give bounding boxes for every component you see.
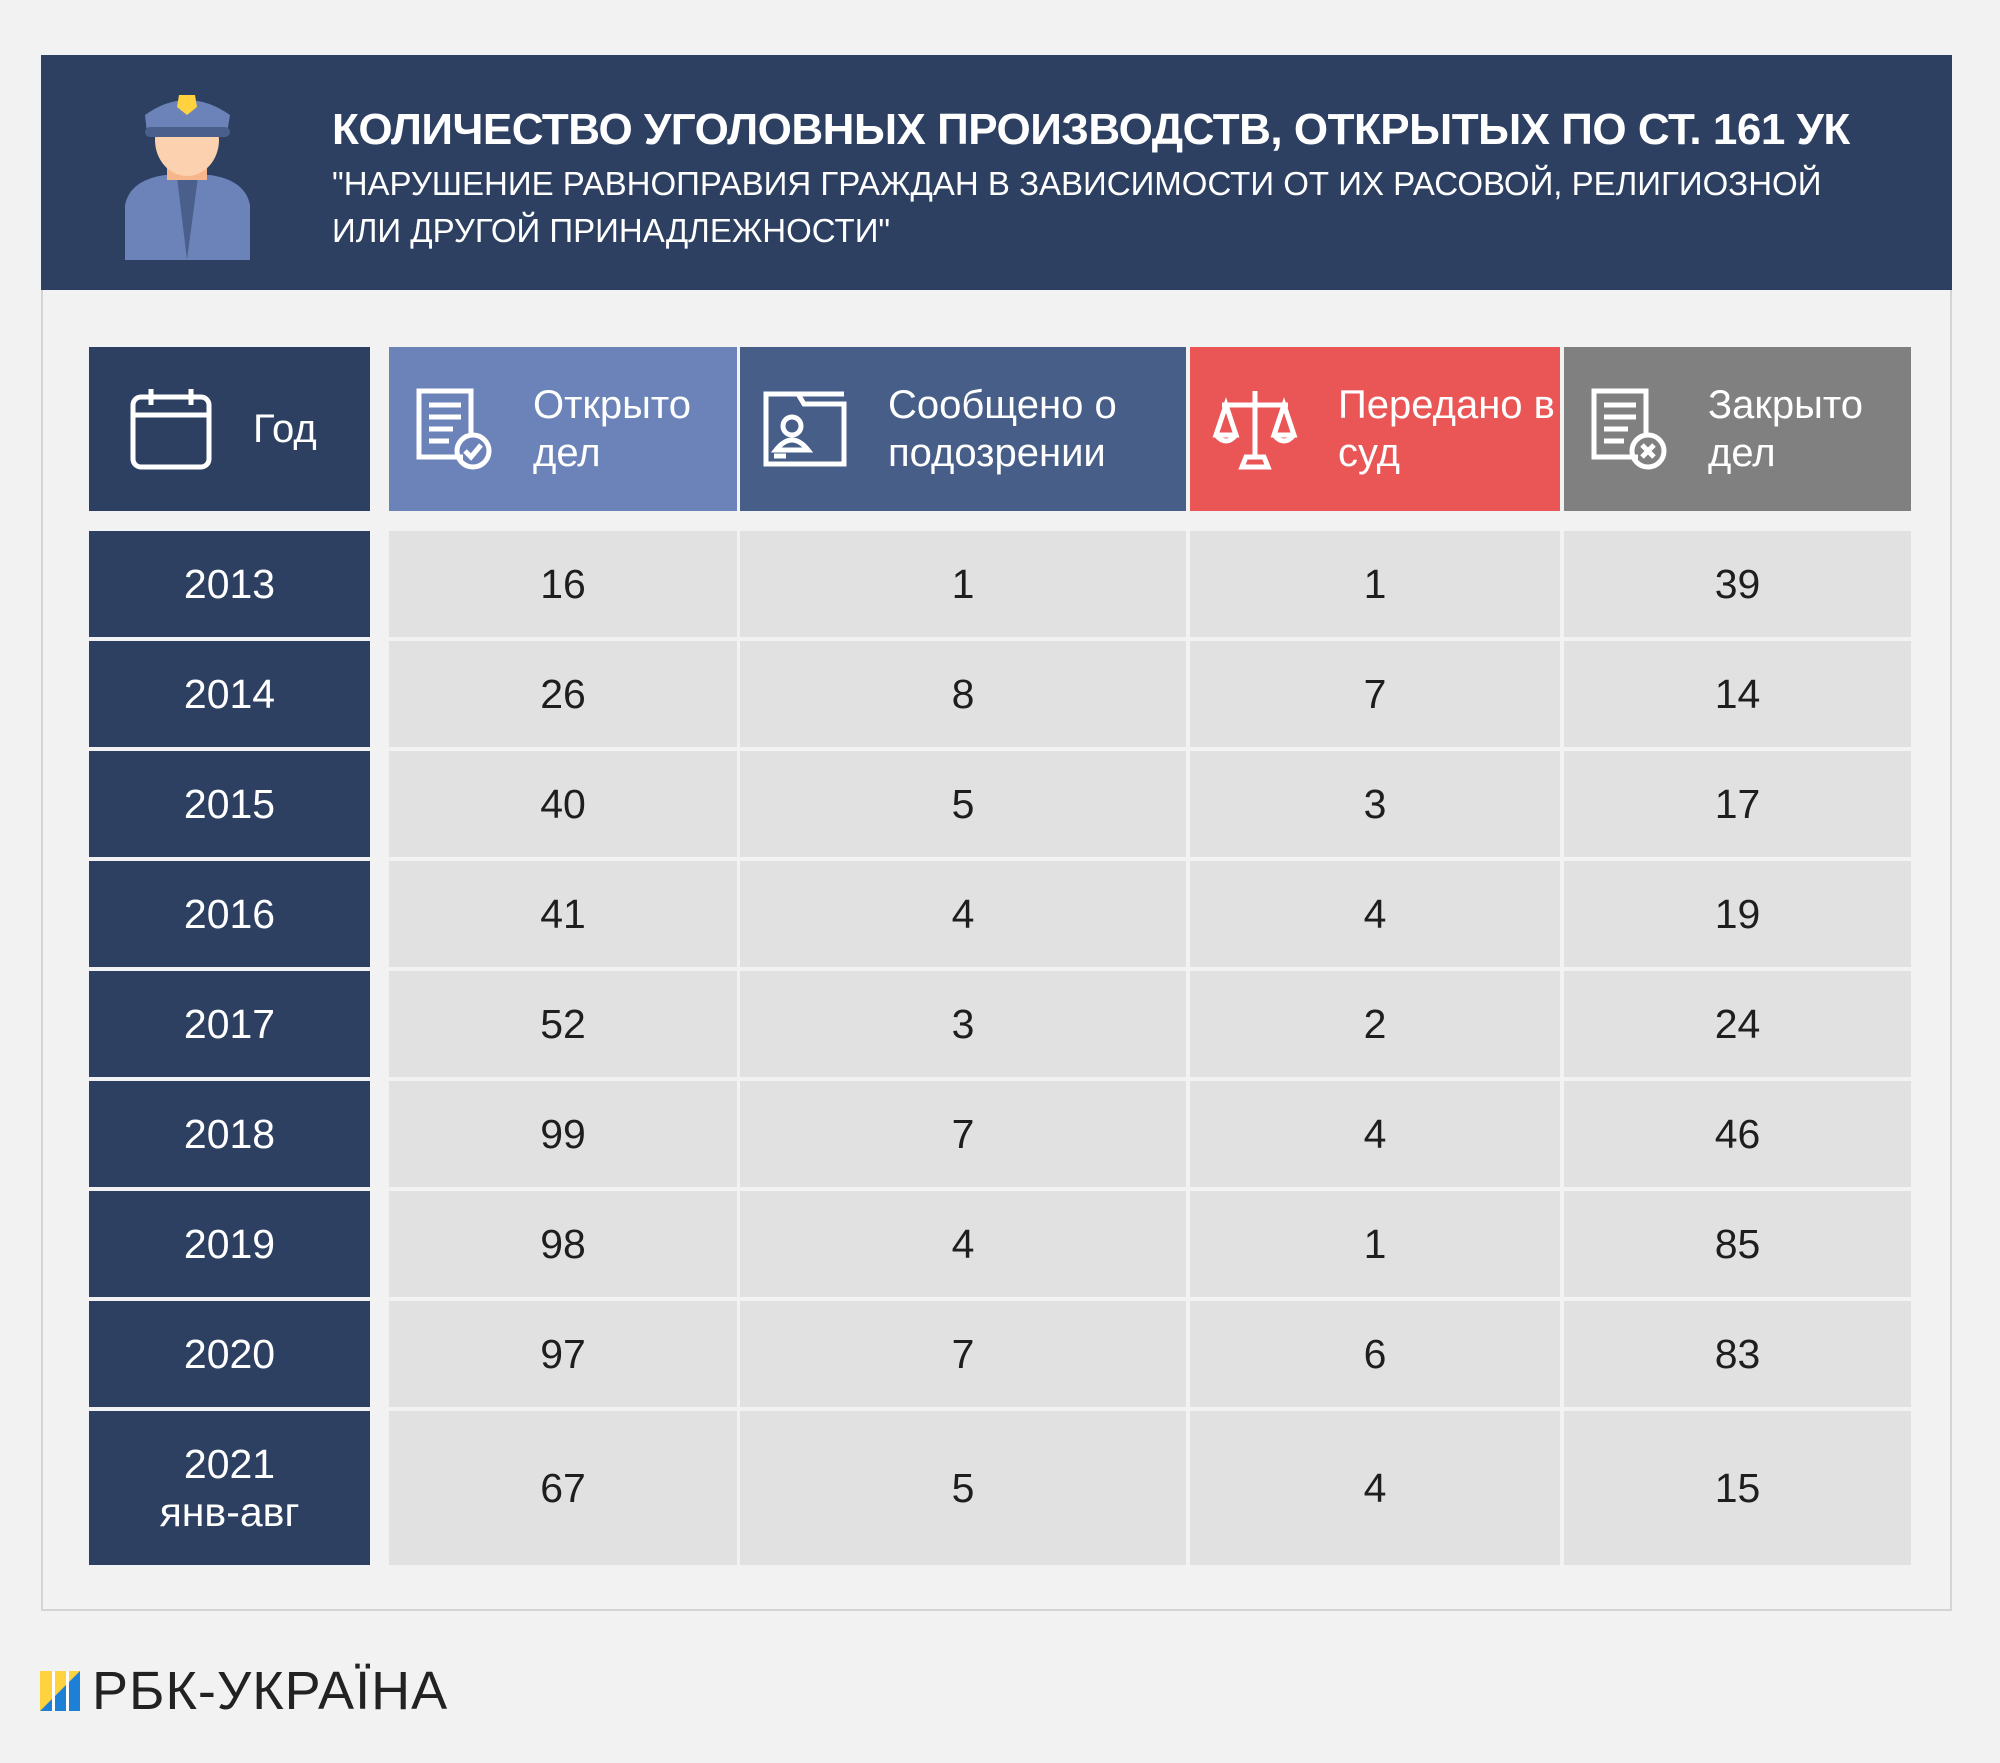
cell-opened: 26 xyxy=(389,641,737,747)
folder-person-icon xyxy=(763,391,847,467)
cell-closed: 83 xyxy=(1564,1301,1911,1407)
year-cell: 2013 xyxy=(89,531,370,637)
cell-suspicion: 5 xyxy=(740,751,1186,857)
cell-suspicion: 5 xyxy=(740,1411,1186,1565)
cell-suspicion: 7 xyxy=(740,1301,1186,1407)
cell-suspicion: 1 xyxy=(740,531,1186,637)
cell-court: 2 xyxy=(1190,971,1560,1077)
cell-opened: 41 xyxy=(389,861,737,967)
rbc-logo-icon xyxy=(40,1671,80,1711)
header-banner xyxy=(41,55,1952,290)
rbc-ukraine-logo: РБК-УКРАЇНА xyxy=(40,1660,448,1722)
column-header-closed: Закрыто дел xyxy=(1564,347,1911,511)
column-header-suspicion: Сообщено о подозрении xyxy=(740,347,1186,511)
cell-court: 4 xyxy=(1190,861,1560,967)
column-header-year: Год xyxy=(89,347,370,511)
column-header-label: Открыто дел xyxy=(533,383,692,475)
logo-text: РБК-УКРАЇНА xyxy=(92,1661,449,1721)
column-header-label: Передано в суд xyxy=(1338,383,1555,475)
year-cell: 2015 xyxy=(89,751,370,857)
cell-suspicion: 4 xyxy=(740,861,1186,967)
cell-closed: 85 xyxy=(1564,1191,1911,1297)
column-header-label: Закрыто дел xyxy=(1708,383,1864,475)
year-cell: 2014 xyxy=(89,641,370,747)
cell-court: 1 xyxy=(1190,531,1560,637)
year-cell: 2016 xyxy=(89,861,370,967)
calendar-icon xyxy=(130,389,212,470)
page-subtitle: "НАРУШЕНИЕ РАВНОПРАВИЯ ГРАЖДАН В ЗАВИСИМ… xyxy=(332,165,1822,249)
cell-closed: 46 xyxy=(1564,1081,1911,1187)
year-cell: 2019 xyxy=(89,1191,370,1297)
cell-court: 3 xyxy=(1190,751,1560,857)
column-header-label: Год xyxy=(253,407,317,451)
year-cell: 2021 янв-авг xyxy=(89,1411,370,1565)
cell-opened: 16 xyxy=(389,531,737,637)
cell-closed: 15 xyxy=(1564,1411,1911,1565)
cell-closed: 24 xyxy=(1564,971,1911,1077)
scales-icon xyxy=(1212,391,1298,470)
document-check-icon xyxy=(416,388,492,470)
document-x-icon xyxy=(1591,388,1667,470)
cell-opened: 67 xyxy=(389,1411,737,1565)
cell-court: 1 xyxy=(1190,1191,1560,1297)
cell-closed: 39 xyxy=(1564,531,1911,637)
cell-suspicion: 3 xyxy=(740,971,1186,1077)
cell-suspicion: 7 xyxy=(740,1081,1186,1187)
cell-closed: 19 xyxy=(1564,861,1911,967)
cell-opened: 97 xyxy=(389,1301,737,1407)
column-header-opened: Открыто дел xyxy=(389,347,737,511)
cell-opened: 99 xyxy=(389,1081,737,1187)
cell-court: 4 xyxy=(1190,1411,1560,1565)
column-header-label: Сообщено о подозрении xyxy=(888,383,1117,475)
cell-court: 7 xyxy=(1190,641,1560,747)
police-officer-icon xyxy=(125,95,250,260)
cell-court: 4 xyxy=(1190,1081,1560,1187)
cell-opened: 98 xyxy=(389,1191,737,1297)
cell-closed: 17 xyxy=(1564,751,1911,857)
cell-opened: 40 xyxy=(389,751,737,857)
year-cell: 2020 xyxy=(89,1301,370,1407)
page-title: КОЛИЧЕСТВО УГОЛОВНЫХ ПРОИЗВОДСТВ, ОТКРЫТ… xyxy=(332,105,1850,154)
column-header-court: Передано в суд xyxy=(1190,347,1560,511)
cell-closed: 14 xyxy=(1564,641,1911,747)
year-cell: 2017 xyxy=(89,971,370,1077)
cell-court: 6 xyxy=(1190,1301,1560,1407)
cell-suspicion: 8 xyxy=(740,641,1186,747)
cell-opened: 52 xyxy=(389,971,737,1077)
year-cell: 2018 xyxy=(89,1081,370,1187)
cell-suspicion: 4 xyxy=(740,1191,1186,1297)
